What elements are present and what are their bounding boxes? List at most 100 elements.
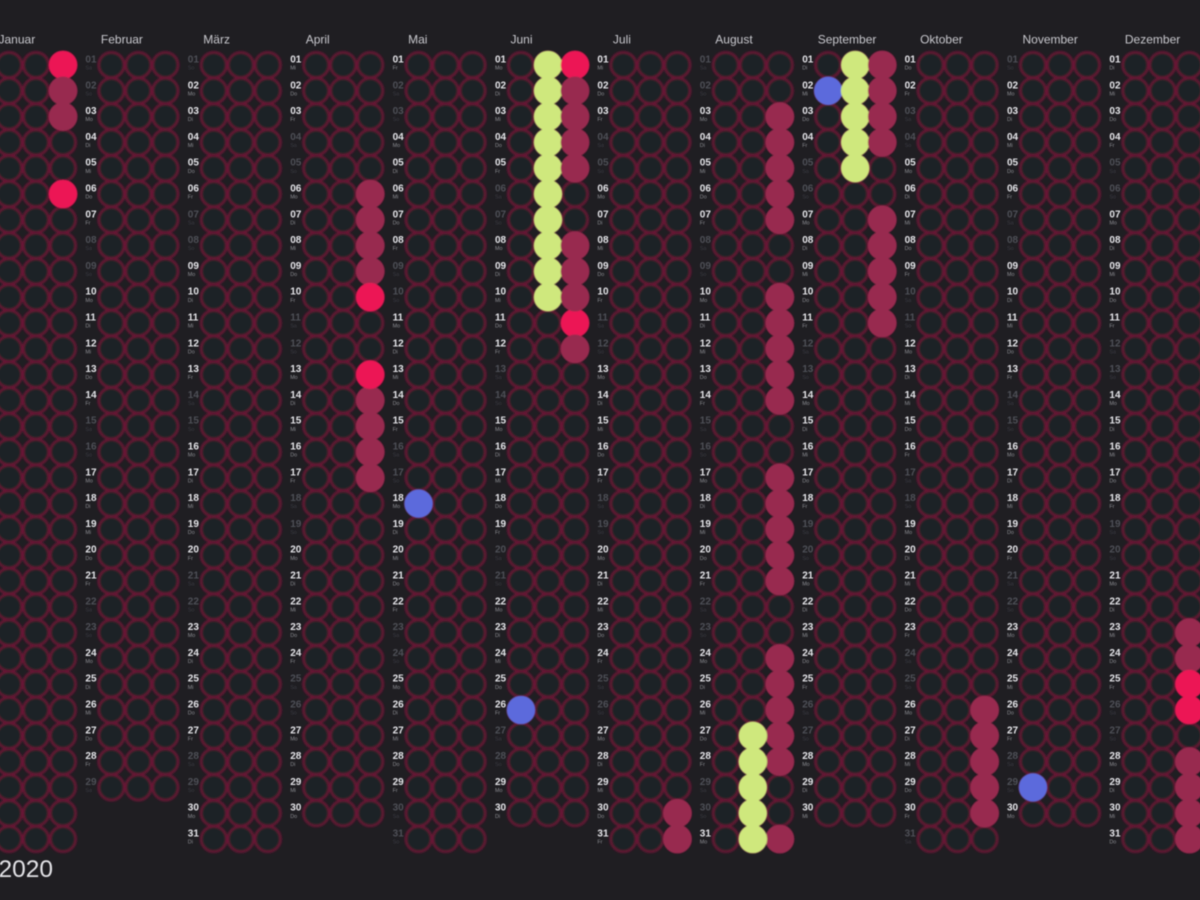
svg-text:Sa: Sa (905, 840, 912, 846)
svg-text:Sa: Sa (905, 478, 912, 484)
svg-text:Mi: Mi (188, 685, 194, 691)
svg-text:Fr: Fr (700, 220, 705, 226)
svg-text:18: 18 (597, 493, 609, 504)
svg-text:24: 24 (393, 648, 405, 659)
svg-text:Di: Di (802, 246, 807, 252)
svg-text:07: 07 (1109, 209, 1121, 220)
svg-text:Februar: Februar (101, 33, 143, 47)
svg-text:26: 26 (597, 700, 609, 711)
svg-text:16: 16 (1109, 442, 1121, 453)
svg-text:Mo: Mo (1007, 453, 1015, 459)
svg-text:Mo: Mo (1109, 401, 1117, 407)
svg-text:14: 14 (1007, 390, 1019, 401)
svg-text:06: 06 (597, 184, 609, 195)
svg-text:08: 08 (700, 235, 712, 246)
svg-text:10: 10 (85, 287, 97, 298)
svg-text:06: 06 (85, 184, 97, 195)
svg-text:Di: Di (700, 504, 705, 510)
svg-text:Fr: Fr (597, 117, 602, 123)
svg-text:Mi: Mi (597, 246, 603, 252)
svg-text:So: So (85, 633, 92, 639)
svg-text:Mi: Mi (188, 143, 194, 149)
svg-text:Mo: Mo (85, 659, 93, 665)
svg-text:So: So (597, 711, 604, 717)
svg-text:21: 21 (290, 571, 302, 582)
svg-text:08: 08 (905, 235, 917, 246)
svg-text:April: April (306, 33, 330, 47)
svg-text:Sa: Sa (597, 685, 604, 691)
svg-text:22: 22 (700, 596, 712, 607)
svg-text:Di: Di (495, 814, 500, 820)
svg-text:20: 20 (85, 545, 97, 556)
svg-text:19: 19 (290, 519, 302, 530)
svg-text:29: 29 (290, 777, 302, 788)
svg-text:01: 01 (905, 55, 917, 66)
svg-text:02: 02 (802, 80, 814, 91)
svg-text:So: So (597, 349, 604, 355)
svg-text:12: 12 (188, 338, 200, 349)
svg-text:Mi: Mi (700, 711, 706, 717)
svg-text:04: 04 (700, 132, 712, 143)
svg-text:12: 12 (905, 338, 917, 349)
svg-text:27: 27 (188, 725, 200, 736)
svg-text:Di: Di (905, 375, 910, 381)
svg-text:27: 27 (495, 725, 507, 736)
svg-text:11: 11 (905, 313, 916, 324)
svg-text:Fr: Fr (802, 504, 807, 510)
svg-text:31: 31 (597, 829, 609, 840)
svg-text:22: 22 (85, 596, 97, 607)
svg-text:Fr: Fr (85, 401, 90, 407)
svg-text:29: 29 (1007, 777, 1019, 788)
svg-text:10: 10 (188, 287, 200, 298)
svg-text:26: 26 (393, 700, 405, 711)
svg-text:Mi: Mi (802, 633, 808, 639)
svg-text:23: 23 (188, 622, 200, 633)
svg-text:25: 25 (495, 674, 507, 685)
svg-text:01: 01 (290, 55, 302, 66)
svg-text:Di: Di (188, 478, 193, 484)
svg-text:Mi: Mi (393, 736, 399, 742)
svg-text:Mo: Mo (393, 504, 401, 510)
svg-text:Mo: Mo (905, 349, 913, 355)
svg-text:12: 12 (597, 338, 609, 349)
svg-text:05: 05 (1109, 158, 1121, 169)
svg-text:Sa: Sa (1109, 711, 1116, 717)
svg-text:07: 07 (700, 209, 712, 220)
svg-text:21: 21 (802, 571, 814, 582)
svg-text:Fr: Fr (393, 427, 398, 433)
svg-text:16: 16 (85, 442, 97, 453)
svg-text:Di: Di (1109, 66, 1114, 72)
svg-text:19: 19 (597, 519, 609, 530)
svg-text:26: 26 (85, 700, 97, 711)
svg-text:02: 02 (290, 80, 302, 91)
svg-text:Mo: Mo (700, 659, 708, 665)
svg-text:Fr: Fr (188, 375, 193, 381)
svg-text:11: 11 (802, 313, 813, 324)
svg-text:Di: Di (597, 762, 602, 768)
svg-text:Mi: Mi (905, 762, 911, 768)
svg-text:Fr: Fr (1007, 375, 1012, 381)
svg-text:07: 07 (905, 209, 917, 220)
svg-text:19: 19 (188, 519, 200, 530)
svg-text:Fr: Fr (393, 66, 398, 72)
svg-text:Mo: Mo (905, 711, 913, 717)
svg-text:Fr: Fr (1109, 324, 1114, 330)
svg-text:Di: Di (495, 633, 500, 639)
svg-text:22: 22 (495, 596, 507, 607)
svg-text:Fr: Fr (1109, 685, 1114, 691)
svg-text:12: 12 (290, 338, 302, 349)
svg-text:So: So (700, 91, 707, 97)
svg-text:Di: Di (85, 324, 90, 330)
svg-text:Fr: Fr (597, 840, 602, 846)
svg-text:Do: Do (290, 814, 297, 820)
svg-text:Mi: Mi (802, 91, 808, 97)
svg-text:Fr: Fr (188, 736, 193, 742)
svg-text:10: 10 (1007, 287, 1019, 298)
svg-text:Di: Di (802, 607, 807, 613)
svg-text:Mi: Mi (290, 788, 296, 794)
svg-text:Do: Do (597, 633, 604, 639)
svg-text:04: 04 (1007, 132, 1019, 143)
svg-text:20: 20 (495, 545, 507, 556)
svg-text:13: 13 (188, 364, 200, 375)
svg-text:September: September (818, 33, 877, 47)
